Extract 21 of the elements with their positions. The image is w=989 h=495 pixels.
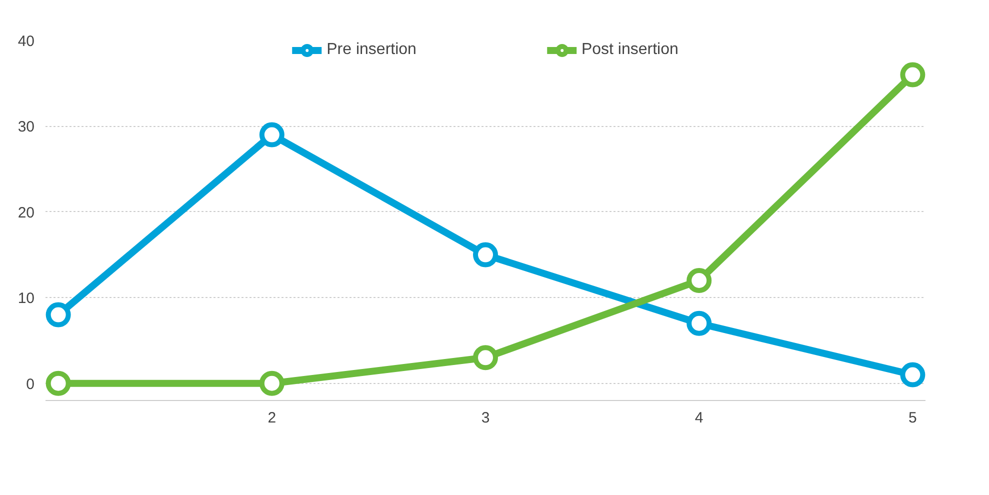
legend-label: Pre insertion — [326, 41, 416, 59]
y-tick-label: 30 — [18, 118, 35, 136]
x-tick-label: 5 — [908, 410, 917, 426]
point — [259, 122, 284, 148]
x-tick-label: 4 — [694, 410, 704, 426]
point — [259, 370, 284, 396]
y-tick-label: 0 — [26, 376, 34, 393]
point — [473, 242, 498, 268]
legend-label: Post insertion — [581, 41, 678, 59]
point — [900, 62, 926, 88]
point — [900, 362, 926, 388]
point — [686, 268, 712, 293]
point — [473, 345, 498, 370]
y-tick-label: 10 — [18, 290, 35, 308]
x-tick-label: 3 — [481, 410, 490, 426]
point — [686, 310, 712, 336]
point — [46, 370, 71, 396]
y-tick-label: 20 — [18, 204, 35, 222]
y-tick-label: 40 — [18, 33, 35, 50]
x-tick-label: 2 — [268, 410, 276, 426]
point — [46, 302, 71, 328]
